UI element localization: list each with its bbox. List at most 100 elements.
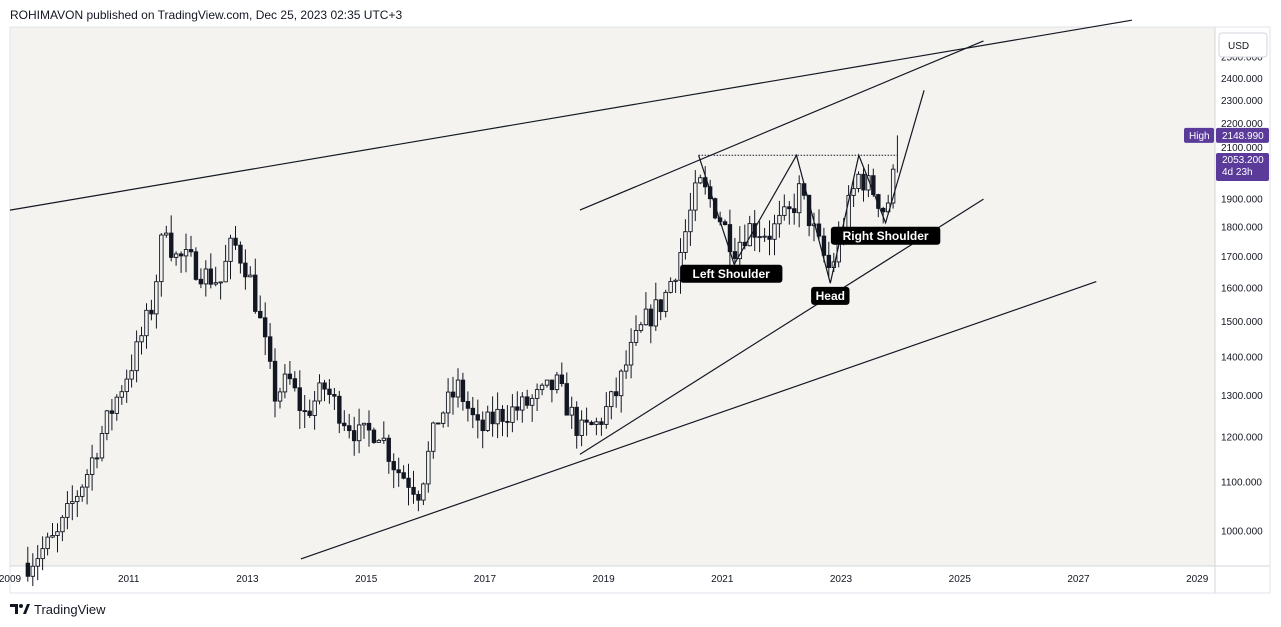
candle: [139, 326, 144, 355]
candle: [159, 233, 164, 297]
price-tick-label: 1200.000: [1221, 432, 1263, 443]
price-tick-label: 2100.000: [1221, 143, 1263, 154]
candle: [638, 321, 644, 333]
publication-header: ROHIMAVON published on TradingView.com, …: [10, 8, 402, 22]
candle: [594, 417, 599, 436]
candle: [554, 371, 560, 394]
candle: [396, 457, 401, 487]
price-axis[interactable]: 1000.000 1100.000 1200.000 1300.000 1400.000…: [1221, 53, 1263, 538]
candle: [505, 405, 510, 438]
hs-pattern[interactable]: [698, 90, 925, 284]
high-badge-bg: [1216, 127, 1269, 143]
price-tick-label: 1500.000: [1221, 317, 1263, 328]
author-name[interactable]: ROHIMAVON: [10, 8, 84, 22]
candle: [253, 258, 258, 314]
candle: [732, 237, 738, 265]
pattern-label[interactable]: Left Shoulder: [680, 264, 783, 283]
price-tick-label: 2400.000: [1221, 74, 1263, 85]
time-tick-label: 2009: [0, 574, 22, 585]
time-tick-label: 2019: [592, 574, 615, 585]
candle: [114, 394, 120, 421]
candle: [658, 299, 663, 321]
candle: [851, 178, 856, 207]
brand-name: TradingView: [34, 601, 106, 617]
candle: [282, 364, 288, 399]
candle: [65, 491, 70, 530]
site-name: TradingView.com,: [157, 8, 253, 22]
candle: [604, 392, 609, 429]
candle: [94, 452, 100, 469]
candle: [584, 407, 589, 436]
candle: [134, 330, 139, 383]
time-tick-label: 2025: [949, 574, 972, 585]
candle: [436, 422, 441, 425]
candle: [228, 234, 233, 280]
candle: [164, 225, 169, 238]
rising-wedge-upper[interactable]: [579, 40, 984, 211]
annotation-layer[interactable]: Left Shoulder Head Right Shoulder: [680, 226, 941, 305]
candle: [663, 289, 668, 318]
candle: [599, 417, 604, 436]
candle: [767, 220, 772, 256]
candle: [816, 209, 822, 240]
candle: [757, 221, 762, 253]
candle: [609, 390, 614, 420]
candle: [569, 396, 574, 429]
candle: [534, 383, 540, 411]
candle: [25, 546, 31, 582]
candle: [258, 295, 263, 319]
candle: [183, 233, 189, 273]
candle: [495, 392, 500, 439]
candle: [188, 235, 194, 257]
price-tick-label: 1900.000: [1221, 195, 1263, 206]
candle: [70, 485, 75, 521]
pattern-label[interactable]: Right Shoulder: [830, 226, 941, 245]
candle: [426, 441, 431, 493]
candle: [337, 390, 342, 434]
lower-channel-line[interactable]: [300, 281, 1097, 560]
candle: [149, 299, 154, 321]
upper-channel-line[interactable]: [9, 19, 1133, 211]
time-tick-label: 2027: [1067, 574, 1090, 585]
time-tick-label: 2011: [118, 574, 140, 585]
candle: [80, 484, 85, 502]
time-axis[interactable]: 2009 2011 2013 2015 2017 2019 2021 2023 2025 2027…: [0, 574, 1209, 585]
candle: [173, 251, 179, 266]
candle: [99, 425, 105, 462]
candle: [821, 227, 827, 263]
time-tick-label: 2017: [474, 574, 497, 585]
candle: [193, 247, 199, 281]
currency-button[interactable]: USD: [1218, 32, 1268, 58]
candle: [45, 532, 50, 556]
candle: [559, 362, 565, 387]
price-tick-label: 1100.000: [1221, 477, 1262, 488]
candle: [55, 523, 60, 553]
candle: [510, 394, 515, 433]
candle: [342, 410, 347, 431]
candle: [693, 170, 698, 222]
svg-text:Right Shoulder: Right Shoulder: [843, 229, 929, 243]
price-tick-label: 1000.000: [1221, 527, 1263, 538]
time-tick-label: 2023: [830, 574, 853, 585]
candle: [50, 523, 55, 539]
candle: [322, 379, 327, 402]
pattern-label[interactable]: Head: [811, 286, 850, 305]
time-tick-label: 2013: [236, 574, 259, 585]
candle: [421, 482, 426, 506]
candle: [297, 370, 302, 429]
tradingview-logo-icon: [10, 604, 30, 614]
candle: [40, 536, 45, 571]
high-badge-value: 2148.990: [1222, 131, 1264, 142]
candle: [574, 401, 579, 449]
branding-footer[interactable]: TradingView: [10, 601, 106, 617]
plot-border: [9, 26, 1271, 594]
time-tick-label: 2015: [355, 574, 378, 585]
price-chart[interactable]: Left Shoulder Head Right Shoulder 1000.000…: [0, 0, 1281, 600]
candle: [450, 376, 456, 415]
candle: [416, 490, 421, 512]
candle: [208, 253, 213, 289]
candle: [826, 241, 832, 277]
candle: [386, 434, 391, 474]
candle: [169, 215, 174, 262]
candle: [223, 244, 228, 283]
